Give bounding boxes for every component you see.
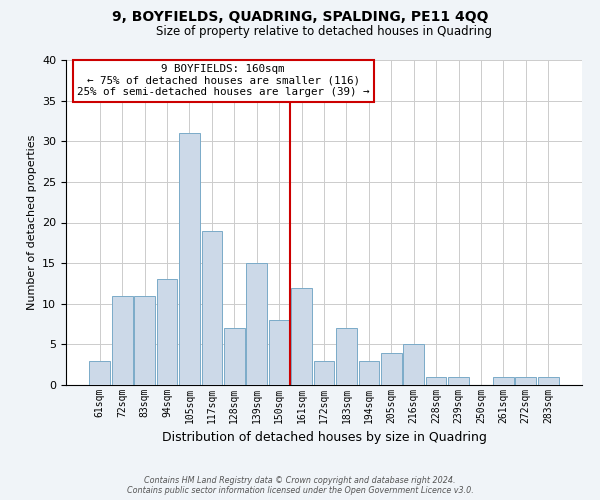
- Bar: [247, 263, 267, 385]
- Bar: [314, 360, 334, 385]
- Bar: [89, 360, 110, 385]
- X-axis label: Distribution of detached houses by size in Quadring: Distribution of detached houses by size …: [161, 432, 487, 444]
- Y-axis label: Number of detached properties: Number of detached properties: [26, 135, 37, 310]
- Bar: [157, 280, 178, 385]
- Bar: [134, 296, 155, 385]
- Bar: [426, 377, 446, 385]
- Bar: [291, 288, 312, 385]
- Bar: [538, 377, 559, 385]
- Text: 9, BOYFIELDS, QUADRING, SPALDING, PE11 4QQ: 9, BOYFIELDS, QUADRING, SPALDING, PE11 4…: [112, 10, 488, 24]
- Bar: [112, 296, 133, 385]
- Bar: [224, 328, 245, 385]
- Bar: [359, 360, 379, 385]
- Bar: [381, 352, 401, 385]
- Bar: [336, 328, 357, 385]
- Bar: [515, 377, 536, 385]
- Bar: [269, 320, 289, 385]
- Bar: [403, 344, 424, 385]
- Bar: [493, 377, 514, 385]
- Bar: [179, 133, 200, 385]
- Text: 9 BOYFIELDS: 160sqm
← 75% of detached houses are smaller (116)
25% of semi-detac: 9 BOYFIELDS: 160sqm ← 75% of detached ho…: [77, 64, 370, 98]
- Bar: [202, 230, 222, 385]
- Bar: [448, 377, 469, 385]
- Title: Size of property relative to detached houses in Quadring: Size of property relative to detached ho…: [156, 25, 492, 38]
- Text: Contains HM Land Registry data © Crown copyright and database right 2024.
Contai: Contains HM Land Registry data © Crown c…: [127, 476, 473, 495]
